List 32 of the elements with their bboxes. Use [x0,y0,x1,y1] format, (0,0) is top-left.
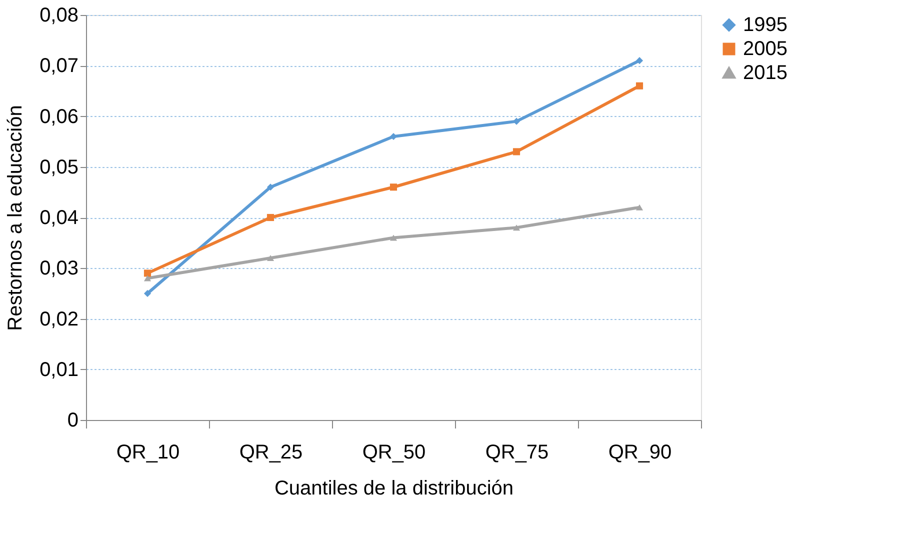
y-tick-label: 0 [67,410,78,432]
y-tick-label: 0,08 [40,4,78,26]
legend-label: 2015 [743,62,788,84]
y-tick-label: 0,02 [40,308,78,330]
point [390,184,398,191]
point [636,57,644,64]
point [266,214,274,222]
legend-label: 1995 [743,14,788,36]
point [266,184,274,191]
point [144,275,152,282]
x-axis-title: Cuantiles de la distribución [274,478,514,500]
point [512,224,520,231]
x-tick-label: QR_10 [116,442,180,464]
legend-label: 2005 [743,38,788,60]
x-tick-label: QR_25 [239,442,303,464]
y-tick-label: 0,01 [40,358,78,381]
point [512,148,520,156]
y-axis-title: Restornos a la educación [4,105,27,331]
point [144,290,152,297]
y-tick-label: 0,04 [40,207,78,229]
point [266,254,274,262]
point [636,82,644,90]
x-tick-label: QR_90 [608,442,672,464]
x-tick-label: QR_50 [362,442,426,464]
point [636,204,644,210]
point [144,270,152,277]
y-tick-label: 0,06 [40,106,78,128]
y-tick-label: 0,07 [40,55,78,78]
x-tick-label: QR_75 [485,442,549,464]
y-tick-label: 0,05 [40,156,78,178]
y-tick-label: 0,03 [40,258,78,280]
point [390,234,398,241]
